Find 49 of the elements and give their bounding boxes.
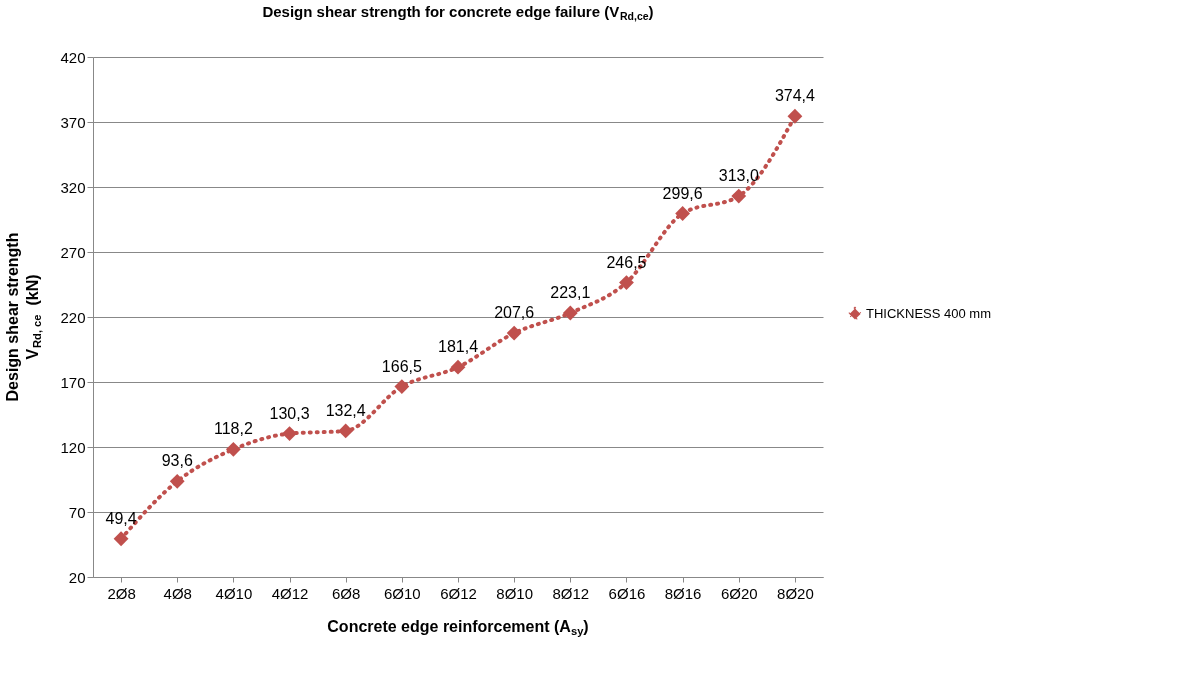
- x-tick-label: 4Ø12: [271, 584, 309, 602]
- x-tick-label: 8Ø20: [777, 584, 814, 602]
- x-tick-label: 4Ø10: [215, 584, 253, 602]
- data-label: 246,5: [606, 253, 647, 271]
- x-tick-label: 6Ø10: [383, 584, 421, 602]
- point: [506, 325, 522, 341]
- data-label: 181,4: [437, 338, 479, 356]
- data-label: 132,4: [325, 401, 366, 419]
- y-tick-label: 270: [60, 243, 86, 261]
- data-label: 49,4: [105, 509, 137, 527]
- x-tick-label: 2Ø8: [107, 584, 136, 602]
- point: [169, 473, 185, 489]
- y-tick-label: 120: [60, 438, 86, 456]
- y-tick-label: 420: [60, 48, 86, 66]
- point: [619, 275, 634, 290]
- point: [225, 441, 241, 457]
- x-tick-label: 6Ø8: [332, 584, 361, 602]
- point: [787, 108, 803, 124]
- y-tick-label: 320: [60, 178, 86, 196]
- data-label: 299,6: [662, 184, 703, 202]
- x-tick-label: 6Ø20: [720, 584, 758, 602]
- x-tick-label: 8Ø16: [664, 584, 702, 602]
- point: [562, 305, 578, 321]
- data-label: 207,6: [494, 304, 535, 322]
- y-tick-label: 170: [60, 373, 86, 391]
- x-tick-label: 6Ø12: [440, 584, 477, 602]
- data-label: 223,1: [550, 283, 591, 301]
- data-label: 374,4: [774, 87, 816, 105]
- point: [113, 531, 129, 547]
- data-label: 166,5: [381, 357, 422, 375]
- point: [282, 426, 297, 442]
- legend-label: THICKNESS 400 mm: [866, 306, 991, 321]
- data-label: 130,3: [269, 404, 310, 422]
- x-tick-label: 8Ø10: [496, 584, 534, 602]
- x-tick-label: 6Ø16: [608, 584, 646, 602]
- point: [450, 359, 466, 375]
- point: [338, 423, 354, 439]
- y-tick-label: 70: [68, 503, 86, 521]
- x-tick-label: 4Ø8: [163, 584, 192, 602]
- data-label: 93,6: [161, 452, 193, 470]
- point: [731, 188, 747, 204]
- y-tick-label: 20: [68, 568, 86, 586]
- y-tick-label: 370: [60, 113, 86, 131]
- y-tick-label: 220: [60, 308, 86, 326]
- data-label: 313,0: [718, 167, 759, 185]
- point: [675, 206, 691, 221]
- point: [394, 379, 410, 394]
- data-label: 118,2: [213, 420, 253, 438]
- x-tick-label: 8Ø12: [552, 584, 590, 602]
